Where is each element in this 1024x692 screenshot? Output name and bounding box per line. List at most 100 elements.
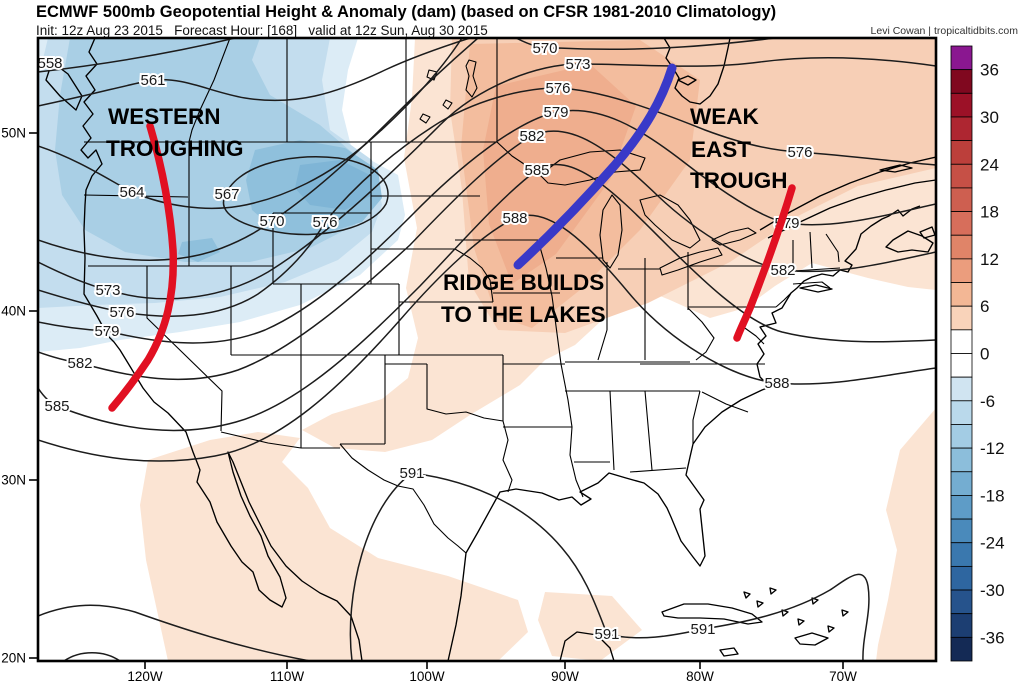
colorbar-cell: [950, 211, 973, 236]
contour-label-588: 588: [764, 375, 789, 392]
colorbar: 36 30 24 18 12 6 0 -6 -12 -18 -24 -30 -36: [950, 45, 1005, 662]
contour-label-558: 558: [37, 55, 62, 72]
lat-tick-label: 20N: [1, 651, 26, 666]
geography: [45, 38, 936, 661]
contour-label-573: 573: [565, 56, 590, 73]
lat-tick-label: 30N: [1, 473, 26, 488]
canada-lakes: [419, 59, 478, 124]
lat-tick-label: 50N: [1, 126, 26, 141]
contour-label-591: 591: [594, 626, 619, 643]
positive-anomaly-gulf-patch: [538, 592, 642, 661]
contour-label-564: 564: [119, 184, 144, 201]
colorbar-tick-label: -24: [980, 534, 1005, 553]
colorbar-tick-label: 0: [980, 345, 989, 364]
contour-573: [38, 56, 936, 300]
coastline-pacific: [80, 38, 363, 661]
contour-label-579: 579: [543, 104, 568, 121]
positive-anomaly-mexico: [140, 432, 528, 661]
colorbar-cell: [950, 495, 973, 520]
colorbar-tick-label: -6: [980, 392, 995, 411]
colorbar-cell: [950, 565, 973, 591]
map-annotation: WEAK: [690, 104, 759, 129]
colorbar-cell: [950, 636, 973, 662]
lon-tick-label: 120W: [127, 669, 163, 684]
colorbar-tick-label: 36: [980, 61, 999, 80]
contour-label-585: 585: [524, 162, 549, 179]
east-trough-axis: [733, 184, 796, 342]
colorbar-tick-label: 30: [980, 108, 999, 127]
contour-588: [38, 214, 936, 462]
contour-label-573: 573: [95, 282, 120, 299]
colorbar-tick-label: 12: [980, 250, 999, 269]
init-valid-line: Init: 12z Aug 23 2015 Forecast Hour: [16…: [36, 23, 488, 38]
colorbar-tick-label: -18: [980, 486, 1005, 505]
contour-564: [38, 38, 463, 210]
colorbar-tick-label: -30: [980, 581, 1005, 600]
colorbar-cells: [950, 45, 973, 662]
contour-label-576: 576: [787, 144, 812, 161]
colorbar-cell: [950, 305, 973, 331]
colorbar-cell: [950, 140, 973, 165]
colorbar-cell: [950, 163, 973, 189]
colorbar-cell: [950, 447, 973, 473]
contour-label-579: 579: [94, 323, 119, 340]
contour-label-585: 585: [44, 398, 69, 415]
lon-tick-label: 90W: [551, 669, 579, 684]
contour-label-582: 582: [67, 355, 92, 372]
colorbar-cell: [950, 258, 973, 283]
feature-axes: [108, 63, 796, 412]
colorbar-cell: [950, 45, 973, 71]
contour-582: [38, 130, 936, 381]
lon-tick-label: 70W: [829, 669, 857, 684]
contour-label-561: 561: [140, 72, 165, 89]
great-lakes: [539, 149, 757, 276]
annotation-text-layer: WESTERN TROUGHING RIDGE BUILDS TO THE LAKES…: [106, 104, 788, 327]
colorbar-cell: [950, 329, 973, 354]
colorbar-cell: [950, 282, 973, 307]
positive-anomaly-core: [483, 64, 636, 284]
lon-tick-label: 80W: [686, 669, 714, 684]
anomaly-shading: [38, 38, 936, 661]
colorbar-cell: [950, 542, 973, 567]
vancouver-island: [45, 61, 83, 111]
contour-591-south: [349, 472, 870, 661]
credit-line: Levi Cowan | tropicaltidbits.com: [870, 25, 1018, 37]
contour-label-591: 591: [690, 621, 715, 638]
contour-558: [38, 38, 236, 73]
colorbar-cell: [950, 613, 973, 638]
map-annotation: TROUGHING: [106, 136, 244, 161]
map-annotation: TO THE LAKES: [441, 302, 606, 327]
contour-label-588: 588: [502, 210, 527, 227]
lon-tick-label: 100W: [409, 669, 445, 684]
ridge-axis: [513, 63, 677, 270]
contour-591-west: [38, 604, 311, 661]
map-annotation: TROUGH: [690, 168, 788, 193]
contour-label-576: 576: [312, 214, 337, 231]
map-annotation: WESTERN: [108, 104, 221, 129]
colorbar-tick-label: -12: [980, 439, 1005, 458]
colorbar-cell: [950, 116, 973, 142]
contour-594-corner: [63, 652, 121, 661]
map-annotation: EAST: [691, 137, 751, 162]
lon-tick-label: 110W: [270, 669, 305, 684]
caribbean-islands: [559, 587, 849, 661]
page-title: ECMWF 500mb Geopotential Height & Anomal…: [36, 3, 777, 21]
colorbar-cell: [950, 471, 973, 496]
contour-label-582: 582: [519, 128, 544, 145]
long-island: [799, 284, 833, 293]
colorbar-cell: [950, 424, 973, 449]
contour-label-591: 591: [399, 465, 424, 482]
colorbar-cell: [950, 92, 973, 118]
hudson-james-bay: [663, 38, 731, 105]
contour-585: [38, 163, 936, 432]
contour-label-576: 576: [545, 80, 570, 97]
lat-tick-label: 40N: [1, 304, 26, 319]
contour-label-582: 582: [770, 262, 795, 279]
canada-borders: [84, 38, 541, 176]
colorbar-cell: [950, 187, 973, 212]
colorbar-cell: [950, 376, 973, 402]
map-frame: [36, 36, 938, 663]
contour-label-567: 567: [214, 186, 239, 203]
